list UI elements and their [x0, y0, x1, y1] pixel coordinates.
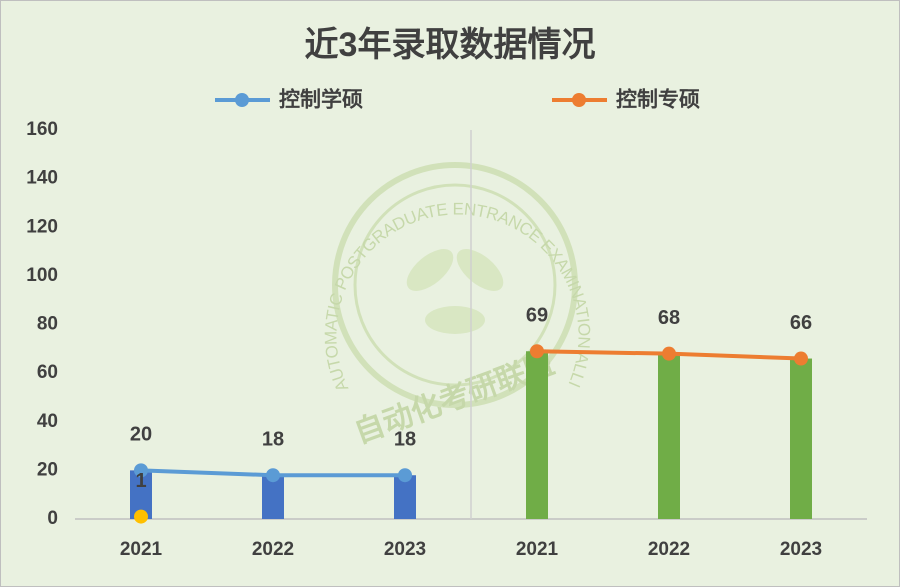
- line-point: [266, 468, 280, 483]
- y-tick-label: 140: [26, 168, 58, 189]
- data-label: 20: [130, 424, 152, 446]
- watermark-leaf: [425, 306, 485, 334]
- line-point: [530, 344, 544, 359]
- x-tick-label: 2023: [384, 539, 426, 560]
- bar: [394, 475, 416, 519]
- legend-label: 控制专硕: [616, 88, 700, 112]
- bar: [658, 353, 680, 519]
- line-point: [134, 463, 148, 478]
- line-point: [794, 351, 808, 366]
- y-tick-label: 60: [37, 362, 58, 383]
- data-label: 1: [135, 470, 146, 492]
- data-label: 18: [262, 429, 284, 451]
- legend-marker: [235, 93, 249, 107]
- bar: [262, 475, 284, 519]
- watermark-ring: [332, 162, 578, 408]
- x-tick-label: 2021: [120, 539, 163, 560]
- data-label: 68: [658, 307, 680, 329]
- data-label: 18: [394, 429, 416, 451]
- line-point: [662, 346, 676, 361]
- x-tick-label: 2023: [780, 539, 822, 560]
- watermark-ring: [353, 183, 557, 387]
- y-tick-label: 0: [47, 508, 58, 529]
- x-tick-label: 2022: [252, 539, 294, 560]
- x-tick-label: 2021: [516, 539, 559, 560]
- y-tick-label: 20: [37, 459, 58, 480]
- legend-marker: [572, 93, 586, 107]
- watermark-leaf: [456, 249, 504, 291]
- y-tick-label: 160: [26, 119, 58, 140]
- y-tick-label: 40: [37, 411, 58, 432]
- y-tick-label: 80: [37, 314, 58, 335]
- watermark-leaf: [406, 249, 454, 291]
- data-label: 66: [790, 312, 812, 334]
- y-tick-label: 100: [26, 265, 58, 286]
- bar: [526, 351, 548, 519]
- x-tick-label: 2022: [648, 539, 690, 560]
- data-label: 69: [526, 305, 548, 327]
- line-point: [134, 509, 148, 524]
- chart-title: 近3年录取数据情况: [305, 26, 596, 64]
- y-tick-label: 120: [26, 216, 58, 237]
- legend-label: 控制学硕: [279, 88, 363, 112]
- bar: [130, 470, 152, 519]
- line-point: [398, 468, 412, 483]
- bar: [790, 358, 812, 519]
